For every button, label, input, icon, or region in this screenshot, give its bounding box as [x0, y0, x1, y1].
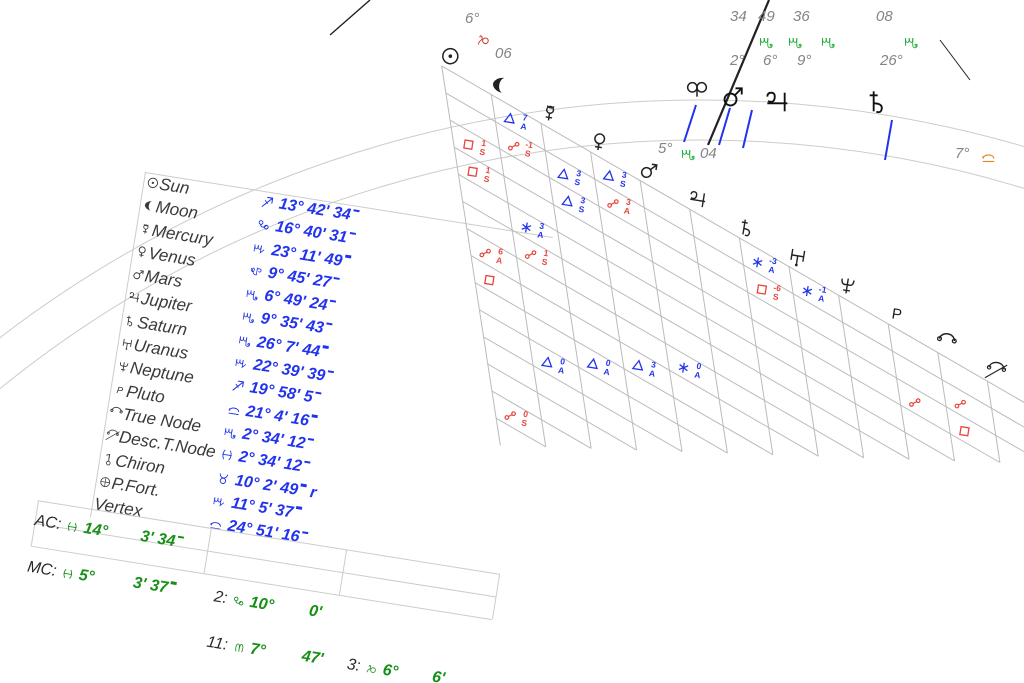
svg-text:A: A — [694, 370, 702, 381]
svg-text:S: S — [521, 417, 528, 428]
svg-text:S: S — [541, 256, 548, 267]
svg-text:A: A — [818, 293, 826, 304]
svg-text:A: A — [495, 255, 503, 266]
svg-text:A: A — [603, 366, 611, 377]
svg-text:A: A — [648, 368, 656, 379]
svg-text:A: A — [768, 264, 776, 275]
svg-text:S: S — [574, 177, 581, 188]
svg-text:S: S — [479, 147, 486, 158]
svg-text:S: S — [578, 204, 585, 215]
svg-text:S: S — [772, 291, 779, 302]
svg-text:A: A — [537, 229, 545, 240]
svg-text:A: A — [623, 205, 631, 216]
svg-text:S: S — [524, 148, 531, 159]
svg-text:S: S — [619, 178, 626, 189]
svg-text:A: A — [520, 121, 528, 132]
svg-text:A: A — [557, 365, 565, 376]
svg-text:S: S — [483, 174, 490, 185]
